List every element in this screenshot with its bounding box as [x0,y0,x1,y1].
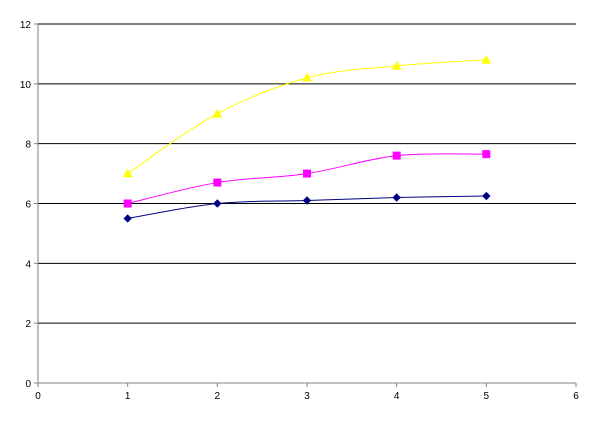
y-tick-label-6: 12 [20,20,32,31]
series-2-point-1 [212,108,223,118]
series-0-point-0 [123,214,132,223]
x-tick-label-3: 3 [304,391,310,402]
series-2-point-3 [391,60,402,70]
series-2-point-4 [481,54,492,64]
series-0-point-4 [482,191,491,201]
y-tick-label-3: 6 [25,200,31,211]
x-tick-label-4: 4 [394,391,400,402]
y-tick-label-0: 0 [25,379,31,390]
series-1-point-3 [392,151,401,160]
series-0-point-2 [302,196,312,205]
series-2-point-2 [302,72,312,82]
series-0-point-3 [392,193,401,202]
series-1-point-1 [213,178,222,187]
series-1-point-2 [303,169,311,178]
series-2-point-0 [122,168,133,178]
axes [34,23,577,387]
x-tick-label-6: 6 [573,391,579,402]
series-1-point-0 [123,199,132,208]
y-tick-label-4: 8 [25,140,31,151]
x-tick-label-0: 0 [35,391,41,402]
series-0-point-1 [213,199,222,208]
series-markers [122,54,492,223]
series-1-point-4 [482,150,491,159]
x-tick-label-5: 5 [484,391,490,402]
y-tick-label-5: 10 [20,80,32,91]
y-tick-label-2: 4 [25,259,31,270]
x-tick-label-1: 1 [125,391,131,402]
y-tick-label-1: 2 [25,319,31,330]
series-1-line [127,153,487,204]
x-tick-label-2: 2 [215,391,221,402]
